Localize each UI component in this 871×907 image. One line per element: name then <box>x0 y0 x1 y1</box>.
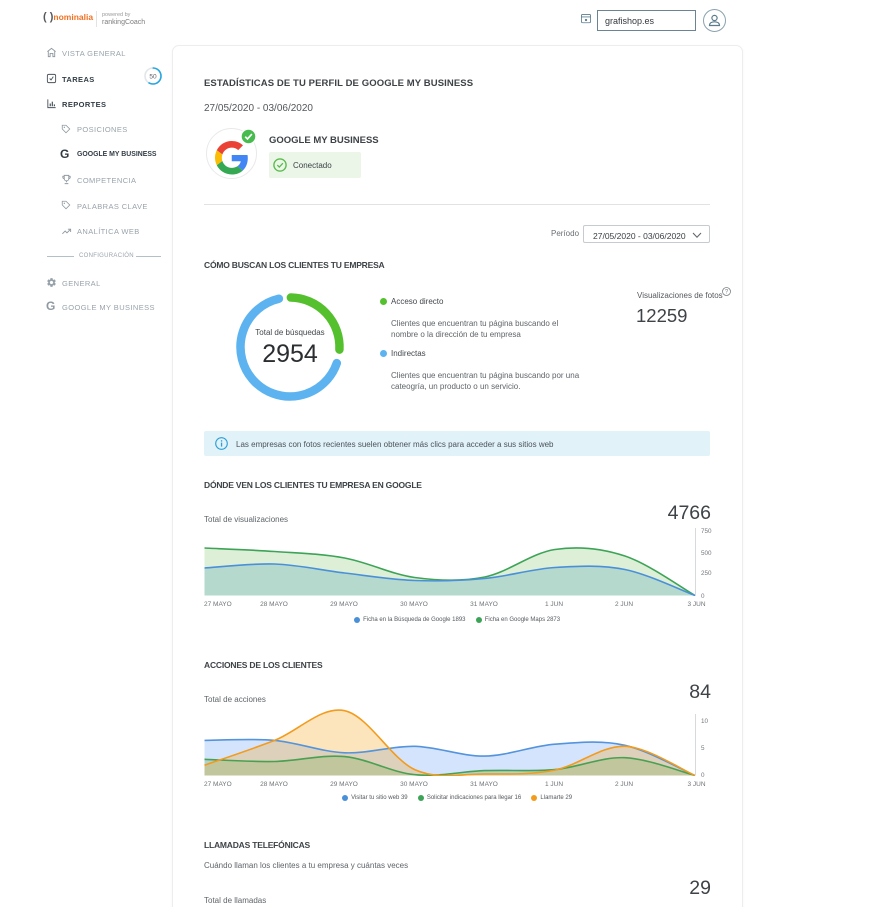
svg-text:?: ? <box>725 290 729 296</box>
svg-text:50: 50 <box>149 74 157 81</box>
